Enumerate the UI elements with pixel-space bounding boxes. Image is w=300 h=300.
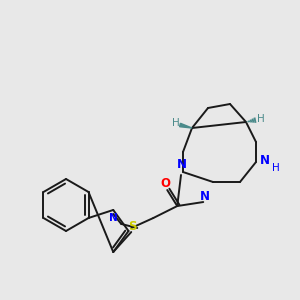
Text: O: O — [160, 176, 170, 190]
Polygon shape — [180, 123, 192, 128]
Text: N: N — [109, 213, 118, 223]
Text: S: S — [128, 220, 136, 232]
Text: N: N — [177, 158, 187, 172]
Text: H: H — [272, 163, 280, 173]
Text: H: H — [257, 114, 265, 124]
Text: N: N — [260, 154, 270, 166]
Text: N: N — [200, 190, 210, 202]
Text: H: H — [172, 118, 180, 128]
